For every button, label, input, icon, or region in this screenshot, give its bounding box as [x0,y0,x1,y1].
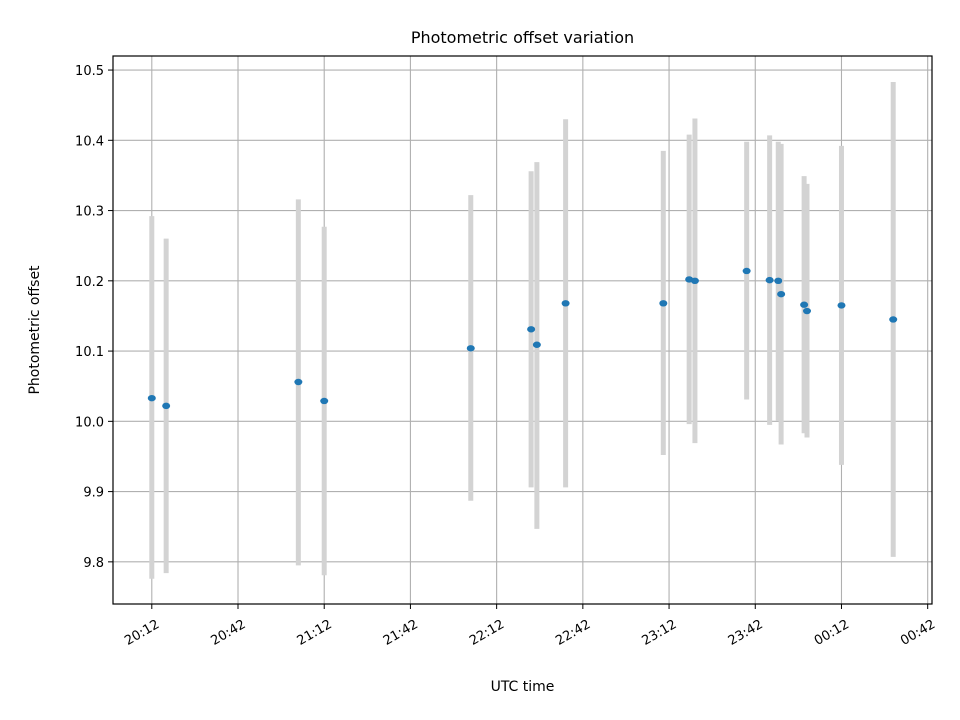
data-point [837,302,846,309]
grid [113,56,932,604]
data-point [690,277,699,285]
data-point [466,345,475,352]
data-point [659,300,668,307]
y-tick-label: 9.9 [83,486,104,501]
data-point [802,307,811,315]
y-tick-label: 10.0 [75,415,104,430]
data-point [742,267,751,275]
data-point [162,402,171,410]
data-point [777,290,786,298]
chart-title: Photometric offset variation [411,28,634,47]
plot-frame [112,55,933,605]
data-point [532,341,541,348]
y-axis-label: Photometric offset [27,265,43,395]
data-point [294,378,303,386]
data-point [800,301,809,308]
y-tick-label: 10.4 [75,134,104,149]
y-tick-label: 10.3 [75,205,104,220]
y-tick-label: 10.1 [75,345,104,360]
y-axis-ticks: 9.8 9.9 10.0 10.1 10.2 10.3 10.4 10.5 [75,64,113,571]
data-point [889,316,898,323]
data-point [774,277,783,285]
data-point [527,326,536,333]
data-point [765,276,774,284]
data-points [147,267,898,410]
x-axis-label: UTC time [491,679,555,695]
y-tick-label: 10.5 [75,64,104,79]
y-tick-label: 10.2 [75,275,104,290]
data-point [147,394,156,402]
data-point [320,397,329,405]
data-point [561,300,570,307]
y-tick-label: 9.8 [83,556,104,571]
